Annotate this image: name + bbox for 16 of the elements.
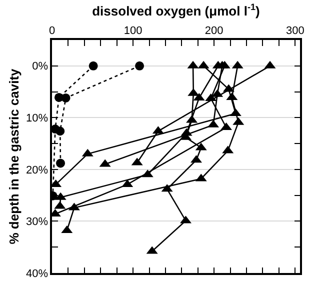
x-tick-label: 100 xyxy=(124,24,142,37)
x-tick-label: 200 xyxy=(204,24,224,37)
point xyxy=(52,124,60,134)
point xyxy=(56,158,66,168)
point xyxy=(135,61,144,70)
x-tick-label: 300 xyxy=(286,24,304,37)
y-tick-label: 20% xyxy=(26,164,48,176)
point xyxy=(88,61,98,70)
y-tick-label: 30% xyxy=(26,216,48,228)
y-axis-title: % depth in the gastric cavity xyxy=(6,68,22,244)
x-axis-title: dissolved oxygen (μmol l$^{-1}$) xyxy=(92,2,260,18)
y-tick-label: 10% xyxy=(26,112,48,125)
y-tick-label: 40% xyxy=(26,268,48,280)
y-tick-label: 0% xyxy=(32,60,48,73)
point xyxy=(54,92,64,102)
x-tick-label: 0 xyxy=(48,24,56,37)
